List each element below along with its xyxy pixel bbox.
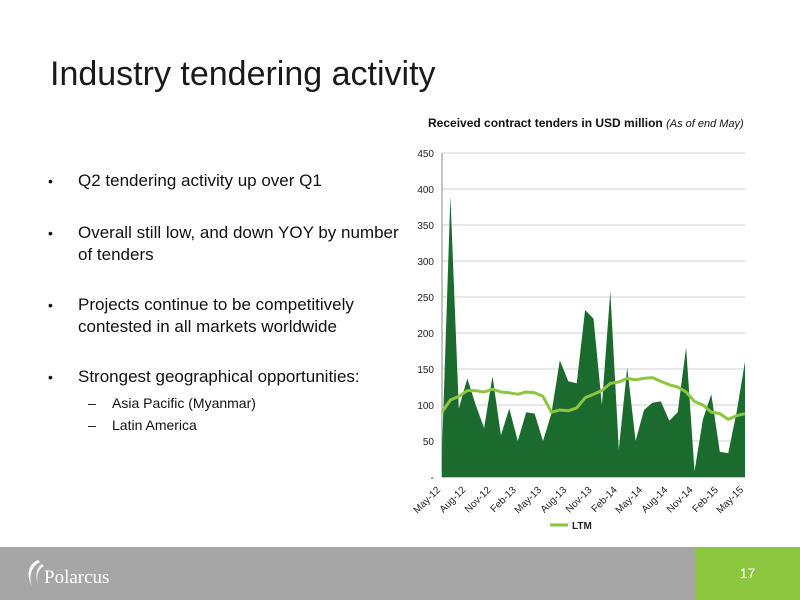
footer-bar — [0, 547, 800, 600]
x-tick-label: Aug-12 — [438, 484, 469, 515]
x-tick-label: Nov-13 — [564, 484, 595, 515]
sub-bullet-dash: – — [88, 417, 96, 433]
bullet-dot: • — [48, 173, 53, 189]
bullet-text: Projects continue to be competitively co… — [78, 295, 354, 336]
x-tick-label: Aug-14 — [640, 484, 671, 515]
legend-label-ltm: LTM — [572, 521, 592, 532]
x-tick-label: Nov-12 — [463, 484, 494, 515]
x-tick-label: Nov-14 — [665, 484, 696, 515]
bullet-item: • Q2 tendering activity up over Q1 — [48, 170, 322, 192]
x-tick-label: May-14 — [614, 484, 646, 516]
x-tick-label: May-13 — [513, 484, 545, 516]
tenders-area-series — [442, 196, 745, 477]
bullet-text: Q2 tendering activity up over Q1 — [78, 171, 322, 190]
bullet-text: Overall still low, and down YOY by numbe… — [78, 223, 399, 264]
sub-bullet-text: Asia Pacific (Myanmar) — [112, 395, 256, 411]
page-number: 17 — [739, 565, 756, 581]
x-tick-label: May-12 — [412, 484, 444, 516]
polarcus-logo-text: Polarcus — [44, 567, 110, 588]
chart-title-note: (As of end May) — [666, 118, 744, 130]
y-tick-label: 100 — [417, 401, 434, 412]
y-tick-label: 250 — [417, 293, 434, 304]
polarcus-logo-icon — [28, 560, 44, 586]
chart-title: Received contract tenders in USD million… — [428, 116, 744, 130]
y-tick-label: 400 — [417, 185, 434, 196]
ltm-line-series — [440, 376, 746, 421]
bullet-item: • Projects continue to be competitively … — [48, 294, 408, 338]
x-tick-label: May-15 — [715, 484, 747, 516]
slide-title: Industry tendering activity — [50, 55, 436, 93]
page-number-box: 17 — [695, 547, 800, 600]
tenders-chart: -50100150200250300350400450May-12Aug-12N… — [412, 149, 747, 532]
sub-bullet-dash: – — [88, 395, 96, 411]
y-tick-label: 150 — [417, 365, 434, 376]
bullet-text: Strongest geographical opportunities: — [78, 367, 360, 386]
x-tick-label: Aug-13 — [539, 484, 570, 515]
bullet-item: • Strongest geographical opportunities: … — [48, 366, 438, 433]
y-tick-label: 50 — [423, 437, 435, 448]
y-tick-label: 350 — [417, 221, 434, 232]
bullet-dot: • — [48, 297, 53, 313]
y-tick-label: 300 — [417, 257, 434, 268]
bullet-dot: • — [48, 369, 53, 385]
chart-title-text: Received contract tenders in USD million — [428, 116, 663, 130]
y-tick-label: 450 — [417, 149, 434, 160]
bullet-dot: • — [48, 225, 53, 241]
sub-bullet-text: Latin America — [112, 417, 197, 433]
y-tick-label: 200 — [417, 329, 434, 340]
bullet-item: • Overall still low, and down YOY by num… — [48, 222, 408, 266]
y-tick-label: - — [431, 473, 434, 484]
